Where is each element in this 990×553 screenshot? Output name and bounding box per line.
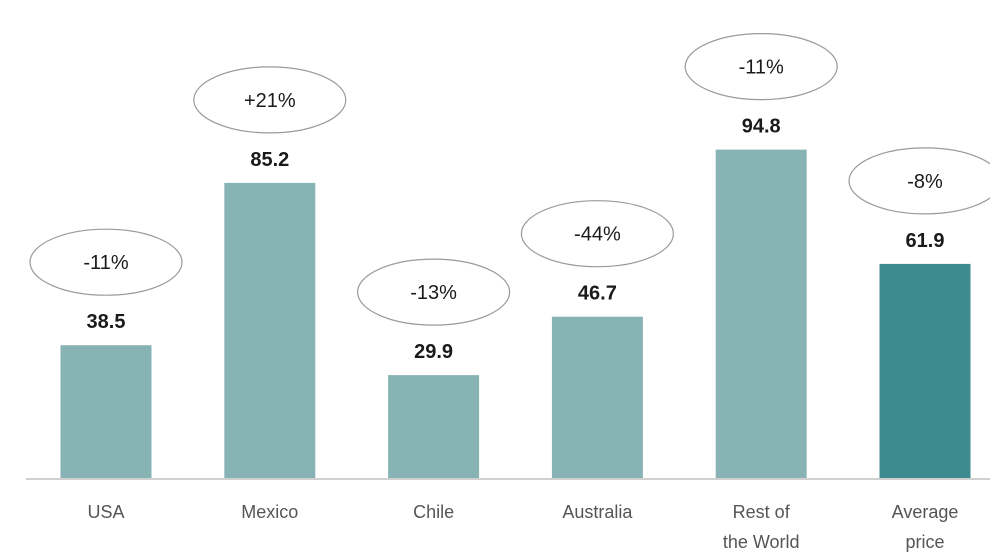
- value-label-1: 85.2: [250, 149, 289, 171]
- category-label-3: Australia: [562, 502, 633, 522]
- bar-5: [879, 263, 971, 479]
- change-label-3: -44%: [574, 224, 621, 246]
- labels-group: 38.5 -11% USA 85.2 +21% Mexico 29.9 -13% Chile 46…: [29, 32, 990, 552]
- change-ellipse-0: [29, 228, 183, 296]
- value-label-2: 29.9: [414, 341, 453, 363]
- change-ellipse-4: [684, 32, 838, 101]
- value-label-4: 94.8: [742, 116, 781, 138]
- category-label-0: USA: [87, 502, 124, 522]
- change-ellipse-2: [357, 258, 511, 326]
- change-label-5: -8%: [907, 171, 943, 193]
- value-label-3: 46.7: [578, 283, 617, 305]
- category-label-1: Mexico: [241, 502, 298, 522]
- bar-0: [60, 345, 152, 479]
- change-label-4: -11%: [739, 57, 784, 79]
- change-ellipse-3: [520, 200, 675, 268]
- change-label-1: +21%: [244, 90, 296, 112]
- category-label-5: Average price: [892, 502, 959, 552]
- bar-4: [715, 149, 807, 479]
- bar-3: [551, 316, 643, 479]
- category-label-2: Chile: [413, 502, 454, 522]
- bars-group: [60, 149, 971, 479]
- change-label-2: -13%: [410, 282, 457, 304]
- bar-1: [224, 182, 316, 479]
- bar-2: [388, 375, 480, 479]
- change-label-0: -11%: [83, 252, 128, 274]
- value-label-0: 38.5: [87, 311, 126, 333]
- category-label-4: Rest of the World: [723, 502, 800, 552]
- value-label-5: 61.9: [906, 230, 945, 252]
- change-ellipse-1: [193, 66, 347, 134]
- change-ellipse-5: [848, 147, 990, 215]
